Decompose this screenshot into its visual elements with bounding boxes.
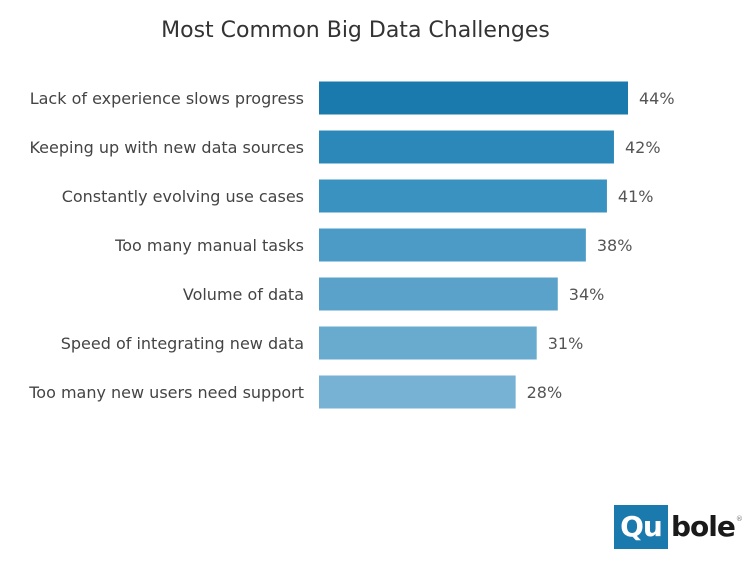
bar (319, 375, 516, 409)
category-label: Too many manual tasks (114, 236, 304, 255)
bar (319, 326, 537, 360)
category-label: Speed of integrating new data (61, 334, 304, 353)
value-label: 31% (548, 334, 584, 353)
category-label: Keeping up with new data sources (29, 138, 304, 157)
chart-title: Most Common Big Data Challenges (161, 18, 550, 43)
value-label: 41% (618, 187, 654, 206)
logo-box-text: Qu (614, 505, 668, 549)
logo-wordmark: bole (671, 510, 736, 543)
category-label: Constantly evolving use cases (62, 187, 304, 206)
bar (319, 179, 607, 213)
value-label: 42% (625, 138, 661, 157)
category-label: Lack of experience slows progress (30, 89, 304, 108)
category-label: Too many new users need support (28, 383, 304, 402)
logo-registered-mark: ® (735, 515, 743, 523)
bar (319, 130, 614, 164)
qubole-logo: Qu bole ® (614, 505, 743, 549)
value-label: 28% (527, 383, 563, 402)
value-label: 34% (569, 285, 605, 304)
bar (319, 228, 586, 262)
bar (319, 81, 628, 115)
value-label: 44% (639, 89, 675, 108)
bar (319, 277, 558, 311)
value-label: 38% (597, 236, 633, 255)
category-label: Volume of data (183, 285, 304, 304)
